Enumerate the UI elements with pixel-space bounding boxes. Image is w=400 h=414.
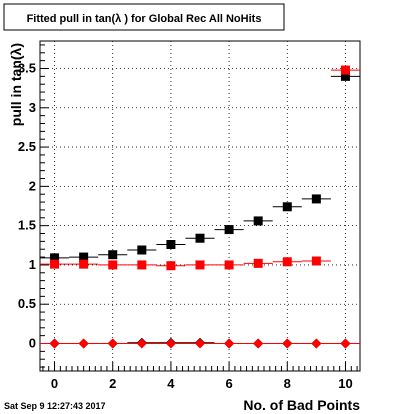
data-point (165, 338, 176, 349)
data-point (311, 194, 321, 204)
plot-frame (39, 40, 361, 372)
data-point (253, 258, 263, 268)
x-tick-label: 2 (109, 376, 116, 391)
y-tick-label: 0.5 (18, 296, 36, 311)
y-tick-label: 2.5 (18, 139, 36, 154)
data-point (224, 260, 234, 270)
axes: 0 0.5 1 1.5 2 2.5 3 3.5 0 2 4 6 8 10 (18, 44, 358, 391)
data-point (50, 259, 60, 269)
data-point (340, 338, 351, 349)
x-tick-label: 4 (167, 376, 175, 391)
data-point (136, 338, 147, 349)
y-tick-label: 1 (29, 257, 36, 272)
x-tick-label: 6 (225, 376, 232, 391)
x-tick-label: 8 (284, 376, 291, 391)
y-tick-label: 3 (29, 100, 36, 115)
data-point (253, 338, 264, 349)
data-point (166, 240, 176, 249)
data-point (282, 338, 293, 349)
data-point (137, 260, 147, 270)
y-tick-label: 1.5 (18, 218, 36, 233)
data-point (78, 338, 89, 349)
x-tick-label: 10 (338, 376, 352, 391)
y-tick-label: 0 (29, 336, 36, 351)
x-axis-title: No. of Bad Points (243, 397, 360, 413)
data-point (108, 260, 118, 270)
data-point (282, 202, 292, 212)
data-point (224, 338, 235, 349)
x-tick-label: 0 (51, 376, 58, 391)
data-point (166, 261, 176, 271)
data-point (311, 338, 322, 349)
title-box: Fitted pull in tan(λ ) for Global Rec Al… (3, 3, 285, 31)
y-tick-label: 3.5 (18, 61, 36, 76)
series-diamond-red (40, 338, 360, 349)
data-point (340, 65, 350, 75)
y-tick-label: 2 (29, 178, 36, 193)
data-point (79, 259, 89, 269)
y-axis-title: pull in tan(λ) (8, 43, 24, 126)
data-point (50, 253, 60, 263)
data-point (253, 216, 263, 226)
data-point (195, 260, 205, 270)
data-point (137, 245, 147, 255)
data-point (311, 256, 321, 266)
series-square-black (40, 71, 360, 263)
grid (40, 41, 360, 371)
data-point (340, 71, 350, 81)
data-point (108, 250, 118, 260)
chart-title: Fitted pull in tan(λ ) for Global Rec Al… (27, 13, 262, 25)
data-point (282, 257, 292, 267)
data-point (49, 338, 60, 349)
data-point (195, 233, 205, 243)
data-series (40, 65, 360, 349)
data-point (79, 252, 89, 262)
data-point (195, 338, 205, 349)
timestamp: Sat Sep 9 12:27:43 2017 (4, 401, 106, 411)
series-square-red (40, 65, 360, 271)
data-point (107, 338, 118, 349)
data-point (224, 225, 234, 235)
